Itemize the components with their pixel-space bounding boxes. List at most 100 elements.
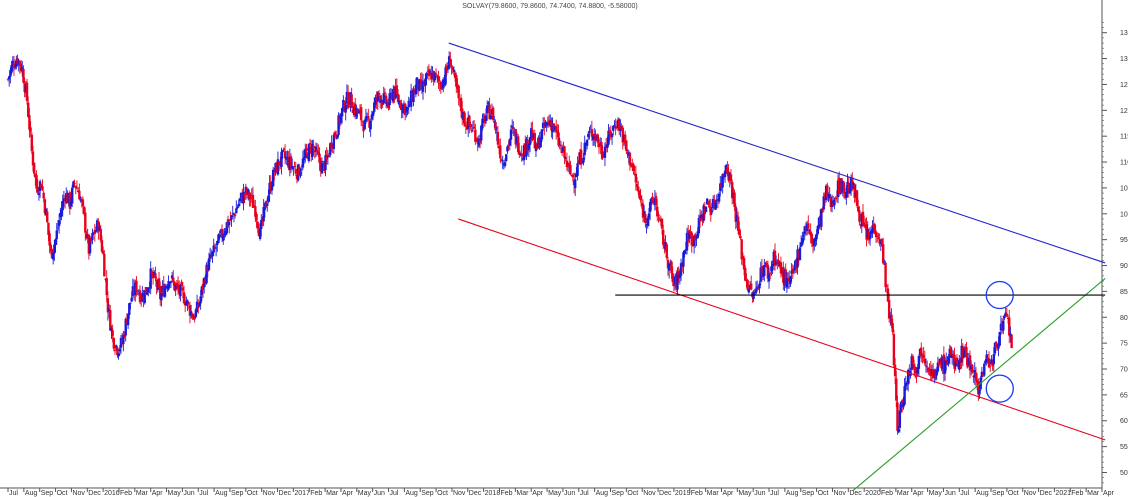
candle-body xyxy=(105,278,108,296)
candle-body xyxy=(51,252,55,260)
candle-body xyxy=(238,198,242,202)
candle-body xyxy=(136,290,139,292)
x-tick-label-0: Jul xyxy=(9,490,18,497)
candle-body xyxy=(124,319,127,336)
x-tick-label-21: Apr xyxy=(342,490,354,497)
candle-body xyxy=(172,277,175,282)
y-tick-label-75: 75 xyxy=(1120,341,1128,348)
candle-body xyxy=(662,229,665,245)
candle-body xyxy=(494,121,497,131)
candle-body xyxy=(677,270,680,276)
candle-body xyxy=(596,134,600,143)
candle-body xyxy=(937,362,941,366)
y-axis: 50 55 60 65 70 75 80 85 90 95 100 105 110 115 120 125 13… xyxy=(1102,22,1128,484)
candle-body xyxy=(676,272,679,290)
x-tick-label-45: Apr xyxy=(722,490,734,497)
candle-body xyxy=(746,280,749,290)
candle-body xyxy=(256,221,259,229)
candlesticks xyxy=(6,51,1013,435)
candle-body xyxy=(107,308,111,311)
candle-body xyxy=(281,150,284,153)
x-tick-label-44: Mar xyxy=(707,490,720,497)
candle-body xyxy=(348,106,351,108)
x-tick-label-55: Feb xyxy=(881,490,893,497)
x-tick-label-35: Jun xyxy=(564,490,575,497)
candle-body xyxy=(758,283,761,289)
candle-body xyxy=(968,355,972,371)
candle-body xyxy=(916,367,919,374)
candle-body xyxy=(267,195,270,202)
candle-body xyxy=(361,121,364,123)
candle-body xyxy=(168,282,171,284)
candle-body xyxy=(12,63,16,68)
candle-body xyxy=(88,238,92,254)
candle-body xyxy=(68,192,72,209)
x-tick-label-7: Feb xyxy=(120,490,132,497)
candle-body xyxy=(336,135,339,139)
candle-body xyxy=(437,76,440,81)
candle-body xyxy=(112,337,116,349)
x-tick-label-40: Nov xyxy=(643,490,656,497)
candle-body xyxy=(405,107,408,113)
candle-body xyxy=(692,235,696,247)
y-tick-label-125: 125 xyxy=(1120,82,1128,89)
candle-body xyxy=(958,360,961,370)
candle-body xyxy=(785,278,789,288)
candle-body xyxy=(857,206,860,212)
x-tick-label-47: Jun xyxy=(754,490,765,497)
candle-body xyxy=(651,196,654,203)
candle-body xyxy=(563,146,566,158)
candle-body xyxy=(138,290,142,303)
x-tick-label-32: Mar xyxy=(516,490,529,497)
candle-body xyxy=(213,247,217,248)
candle-body xyxy=(484,115,488,122)
candle-body xyxy=(947,356,950,363)
candle-body xyxy=(588,131,591,133)
candle-body xyxy=(337,115,340,136)
candle-body xyxy=(106,298,110,313)
candle-body xyxy=(207,258,211,271)
candle-body xyxy=(9,70,12,77)
candle-body xyxy=(882,244,885,264)
candle-body xyxy=(81,199,85,207)
candle-body xyxy=(876,235,879,238)
candle-body xyxy=(186,300,189,305)
candle-body xyxy=(997,343,1000,349)
candle-body xyxy=(557,132,560,146)
candle-body xyxy=(488,104,491,120)
candle-body xyxy=(698,216,702,222)
candle-body xyxy=(683,250,686,254)
candle-body xyxy=(978,389,981,395)
candle-body xyxy=(191,313,194,319)
y-tick-label-90: 90 xyxy=(1120,263,1128,270)
candle-body xyxy=(243,194,246,196)
candle-body xyxy=(528,137,532,145)
candle-body xyxy=(779,262,783,274)
candle-body xyxy=(55,230,58,240)
candle-body xyxy=(569,165,572,174)
candle-body xyxy=(808,230,811,231)
candle-body xyxy=(205,264,208,284)
candle-body xyxy=(199,296,202,304)
candle-body xyxy=(833,199,836,206)
candle-body xyxy=(962,348,966,358)
candle-body xyxy=(486,105,489,114)
candle-body xyxy=(318,153,321,163)
candle-body xyxy=(126,313,130,326)
candle-body xyxy=(697,217,701,234)
candle-body xyxy=(987,358,991,368)
candle-body xyxy=(773,250,777,266)
x-tick-label-48: Jul xyxy=(770,490,779,497)
candle-body xyxy=(637,186,640,192)
candle-body xyxy=(236,207,239,209)
candle-body xyxy=(723,170,727,178)
candle-body xyxy=(339,113,343,123)
candle-body xyxy=(989,365,992,367)
candle-body xyxy=(251,194,255,208)
candle-body xyxy=(736,216,740,231)
chart-title: SOLVAY(79.8600, 79.8600, 74.7400, 74.880… xyxy=(462,3,638,10)
candle-body xyxy=(533,133,536,149)
candle-body xyxy=(217,234,220,243)
candle-body xyxy=(826,185,829,198)
candle-body xyxy=(229,218,232,221)
